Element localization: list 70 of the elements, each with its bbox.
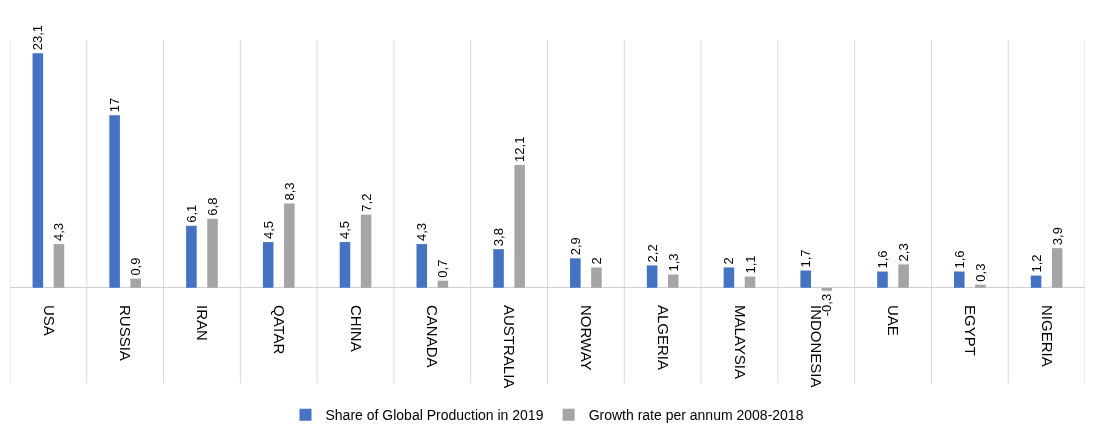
bar [877,271,888,288]
data-label: 17 [107,97,123,113]
data-label: 1,6 [874,250,890,269]
x-tick-label: CHINA [347,305,365,352]
x-tick-label: EGYPT [961,305,979,356]
bar [437,280,449,288]
bar [32,53,44,288]
x-tick-label: NIGERIA [1038,305,1056,367]
data-label: 7,2 [358,193,374,212]
x-tick-label: RUSSIA [117,305,135,361]
data-label: 23,1 [30,24,46,51]
data-label: 0,9 [128,257,144,276]
data-label: 1,1 [742,255,758,274]
data-label: 0,7 [435,259,451,278]
data-label: 1,3 [665,253,681,272]
data-label: 1,6 [951,250,967,269]
bar [130,278,142,288]
bar [186,225,197,288]
x-tick-label: USA [40,305,58,336]
x-tick-label: UAE [885,305,903,336]
x-tick-label: IRAN [194,305,212,341]
data-label: 1,7 [798,249,814,268]
bar [744,276,756,288]
bar [514,164,525,288]
bar [53,244,65,288]
data-label: 4,3 [414,223,430,242]
bar [109,115,120,288]
data-label: 4,3 [51,223,67,242]
bar [207,218,218,288]
bar [667,274,679,288]
data-label: 3,9 [1049,227,1065,246]
bar [975,284,986,288]
bar [262,242,274,288]
bar [570,258,581,288]
bar [416,244,428,288]
x-tick-label: QATAR [270,305,288,355]
bar [898,264,909,288]
data-label: 4,5 [260,220,276,240]
data-label: 2,3 [896,243,912,262]
x-tick-label: NORWAY [578,305,596,371]
legend-label: Share of Global Production in 2019 [325,407,544,424]
data-label: 8,3 [281,182,297,201]
x-tick-label: MALAYSIA [731,305,749,379]
x-tick-label: AUSTRALIA [501,305,519,389]
data-label: 2,2 [644,244,660,263]
data-label: 2 [588,257,604,265]
bar [953,271,965,288]
data-label: 1,2 [1028,254,1044,273]
x-tick-label: CANADA [424,305,442,368]
bar [360,214,372,288]
bar [646,265,658,288]
data-label: 3,8 [491,228,507,247]
legend-label: Growth rate per annum 2008-2018 [588,407,804,424]
data-label: 6,8 [205,197,221,216]
bar [591,267,602,288]
data-label: 12,1 [512,136,528,162]
bar [1051,248,1063,288]
x-tick-label: ALGERIA [654,305,672,371]
bar [493,249,504,288]
bar [339,242,351,288]
data-label: 0,3 [972,263,988,282]
bar [800,270,811,288]
bar [723,267,735,288]
data-label: 4,5 [337,220,353,240]
data-label: 6,1 [183,204,199,223]
bar [1030,275,1042,288]
bar [284,203,295,288]
data-label: 2 [721,257,737,265]
data-label: 2,9 [567,237,583,256]
bar [821,287,833,291]
